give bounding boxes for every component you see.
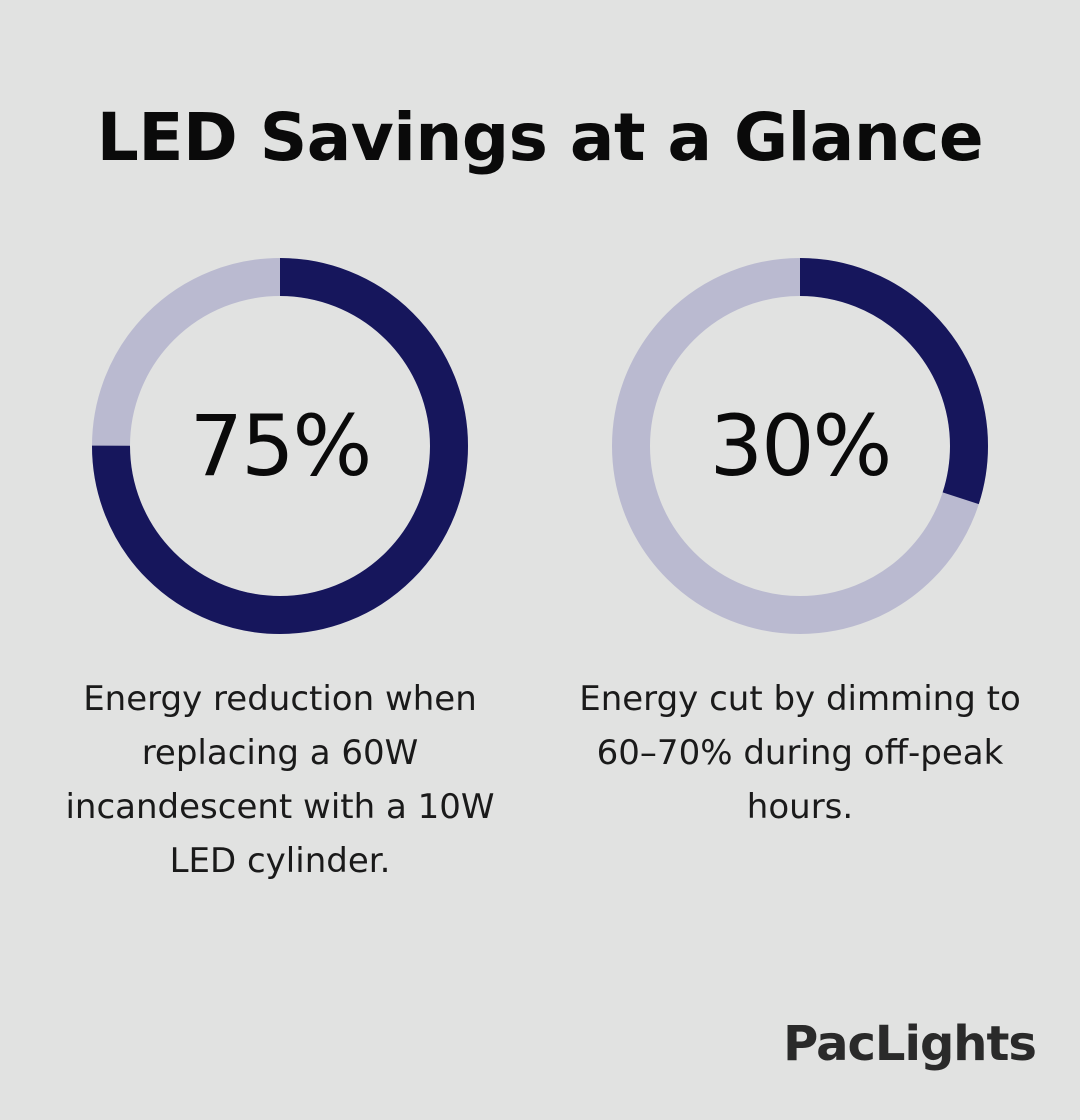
donut-value-label: 30% — [709, 397, 893, 495]
page-title: LED Savings at a Glance — [96, 99, 984, 176]
donut-chart-2: 30% — [610, 256, 990, 636]
donut-slice-value — [612, 258, 988, 634]
donut-svg-2 — [612, 258, 988, 634]
caption-1: Energy reduction when replacing a 60W in… — [65, 679, 495, 881]
brand-logo: PacLights — [783, 1016, 1037, 1072]
donut-chart-1: 75% — [90, 256, 470, 636]
donut-value-label: 75% — [189, 397, 373, 495]
donut-slice-value — [92, 258, 468, 634]
donut-svg-1 — [92, 258, 468, 634]
caption-2: Energy cut by dimming to 60–70% during o… — [579, 679, 1021, 827]
